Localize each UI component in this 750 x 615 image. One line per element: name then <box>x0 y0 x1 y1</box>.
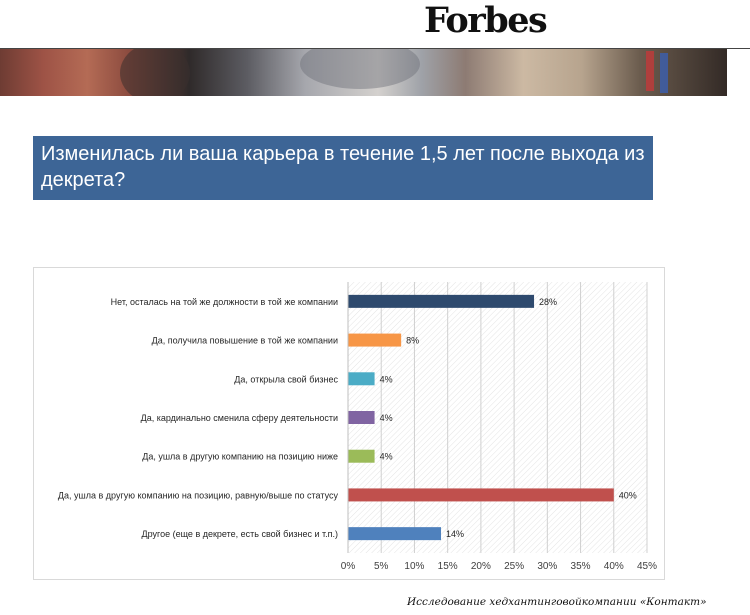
bar <box>348 294 535 308</box>
source-caption: Исследование хедхантинговойкомпании «Кон… <box>407 596 707 608</box>
data-label: 8% <box>406 336 419 346</box>
bar <box>348 527 442 541</box>
x-tick-label: 0% <box>341 561 356 572</box>
bar <box>348 488 614 502</box>
data-label: 28% <box>539 297 557 307</box>
data-label: 40% <box>619 490 637 500</box>
x-tick-label: 45% <box>637 561 657 572</box>
x-tick-label: 20% <box>471 561 491 572</box>
x-tick-label: 30% <box>537 561 557 572</box>
data-label: 14% <box>446 529 464 539</box>
forbes-logo[interactable]: Forbes <box>424 0 548 41</box>
data-label: 4% <box>380 374 393 384</box>
category-label: Да, получила повышение в той же компании <box>152 336 338 346</box>
x-tick-label: 10% <box>404 561 424 572</box>
bar <box>348 449 375 463</box>
bar <box>348 372 375 386</box>
header-banner-image <box>0 49 727 96</box>
category-label: Да, ушла в другую компанию на позицию ни… <box>142 452 338 462</box>
x-tick-label: 35% <box>571 561 591 572</box>
bar <box>348 411 375 424</box>
x-tick-label: 40% <box>604 561 624 572</box>
x-tick-label: 5% <box>374 561 389 572</box>
category-label: Да, кардинально сменила сферу деятельнос… <box>141 413 338 423</box>
question-title: Изменилась ли ваша карьера в течение 1,5… <box>33 136 653 200</box>
data-label: 4% <box>380 413 393 423</box>
plot-area <box>348 282 647 553</box>
x-tick-label: 15% <box>438 561 458 572</box>
category-label: Нет, осталась на той же должности в той … <box>111 297 338 307</box>
data-label: 4% <box>380 452 393 462</box>
category-label: Да, открыла свой бизнес <box>234 374 338 384</box>
header-divider <box>0 48 750 49</box>
bar-chart: 0% 5% 10% 15% 20% 25% 30% 35% 40% 45% Нет, осталас… <box>58 282 657 572</box>
bar <box>348 333 402 347</box>
chart-frame: 0% 5% 10% 15% 20% 25% 30% 35% 40% 45% Нет, осталас… <box>33 267 665 580</box>
x-tick-label: 25% <box>504 561 524 572</box>
category-label: Да, ушла в другую компанию на позицию, р… <box>58 490 339 500</box>
category-label: Другое (еще в декрете, есть свой бизнес … <box>142 529 338 539</box>
